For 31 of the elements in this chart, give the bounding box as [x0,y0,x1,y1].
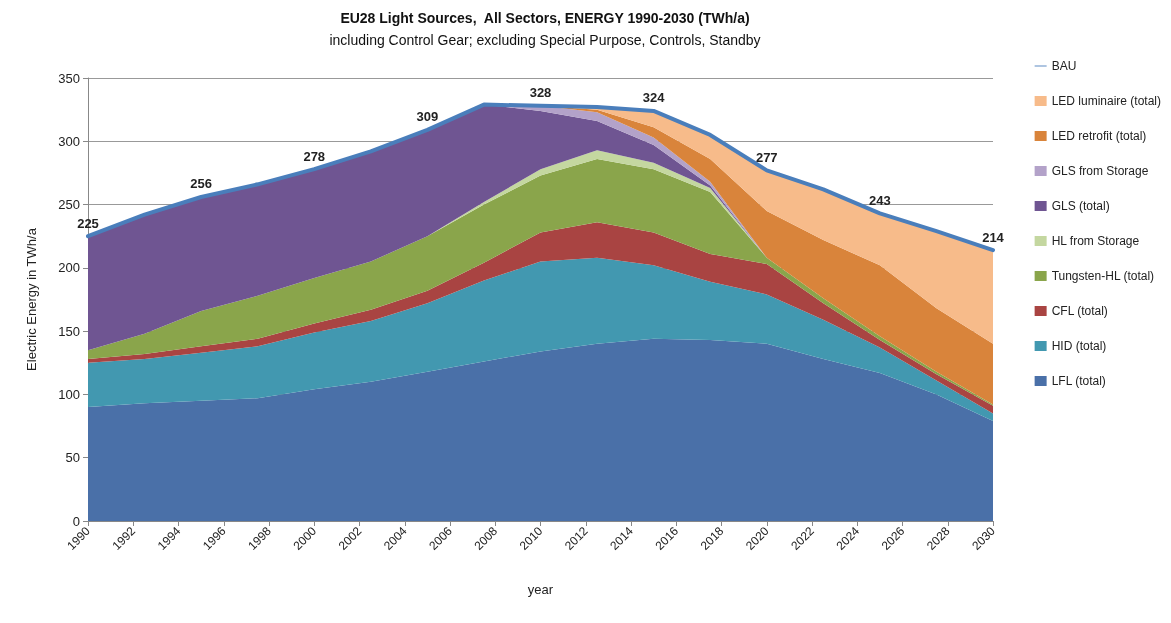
y-tick-label: 50 [65,450,80,466]
x-axis-title: year [527,582,554,597]
legend-label: LFL (total) [1051,374,1106,388]
data-label: 278 [303,148,326,164]
data-label: 277 [755,149,778,165]
legend-label: LED retrofit (total) [1051,129,1147,143]
legend-label: GLS from Storage [1051,164,1149,178]
chart-title: EU28 Light Sources, All Sectors, ENERGY 1990-2030 (TWh/a) [340,10,750,26]
legend-label: CFL (total) [1051,304,1108,318]
data-label: 324 [642,90,666,106]
data-label: 214 [982,229,1005,245]
legend-label: HID (total) [1051,339,1107,353]
data-label: 309 [416,109,439,125]
data-label: 225 [77,215,99,231]
legend-label: GLS (total) [1051,199,1110,213]
y-tick-label: 0 [72,513,80,529]
y-tick-label: 150 [58,323,80,339]
y-tick-label: 100 [58,386,80,402]
y-tick-label: 350 [58,70,80,86]
y-tick-label: 300 [58,133,80,149]
y-tick-label: 250 [58,197,80,213]
legend-label: BAU [1051,59,1077,73]
y-axis-title: Electric Energy in TWh/a [24,227,39,371]
chart-subtitle: including Control Gear; excluding Special Purpose, Controls, Standby [329,32,761,48]
data-label: 256 [190,176,212,192]
data-label: 328 [529,85,552,101]
y-tick-label: 200 [58,260,80,276]
legend-label: HL from Storage [1051,234,1140,248]
data-label: 243 [869,192,891,208]
legend-label: Tungsten-HL (total) [1051,269,1155,283]
legend-label: LED luminaire (total) [1051,94,1161,108]
